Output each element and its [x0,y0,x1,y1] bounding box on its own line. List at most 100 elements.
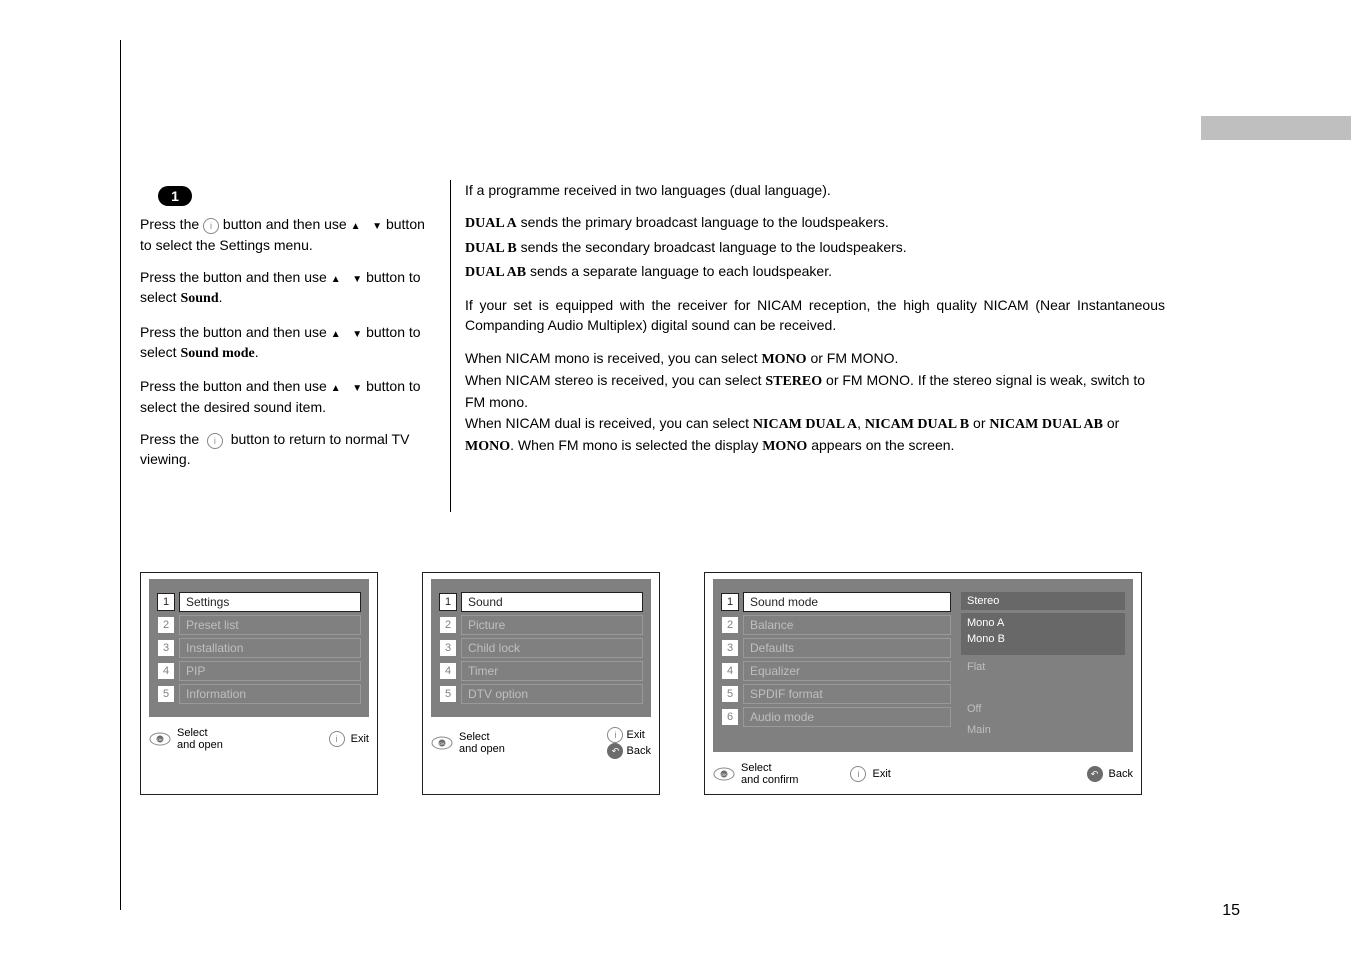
info-icon: i [329,731,345,747]
menu-item[interactable]: 2Picture [439,615,643,635]
desc-dual-ab: DUAL AB sends a separate language to eac… [465,261,1165,283]
menu-item-number: 3 [439,639,457,657]
menu-item-number: 3 [721,639,739,657]
up-icon [351,216,361,232]
menu-item[interactable]: 5SPDIF format [721,684,951,704]
page-number: 15 [1222,902,1240,920]
menu-item[interactable]: 4Equalizer [721,661,951,681]
menu-item-label: Defaults [743,638,951,658]
menu-item-label: Settings [179,592,361,612]
left-rule [120,40,121,910]
hint-back: Back [1109,768,1133,780]
menu-item-label: Preset list [179,615,361,635]
desc-dual-lang: If a programme received in two languages… [465,180,1165,200]
osd-row: 1Settings2Preset list3Installation4PIP5I… [140,572,1200,795]
instruction-2: Press the button and then use button to … [140,267,440,310]
menu-item-number: 5 [439,685,457,703]
menu-item-number: 1 [439,593,457,611]
menu-item-label: Picture [461,615,643,635]
instruction-4: Press the button and then use button to … [140,376,440,417]
hint-select: Select [459,731,490,743]
osd-settings-menu: 1Sound2Picture3Child lock4Timer5DTV opti… [422,572,660,795]
menu-item[interactable]: 2Preset list [157,615,361,635]
menu-value: Off [961,700,1125,718]
hint-select2: and open [459,743,505,755]
desc-nicam-modes: When NICAM mono is received, you can sel… [465,348,1165,457]
menu-item-number: 5 [721,685,739,703]
osd-main-menu: 1Settings2Preset list3Installation4PIP5I… [140,572,378,795]
down-icon [352,269,362,285]
info-icon: i [203,218,219,234]
instruction-5: Press the i button to return to normal T… [140,429,440,470]
svg-text:OK: OK [439,741,445,746]
up-icon [331,269,341,285]
instruction-1: Press the i button and then use button t… [140,214,440,255]
menu-item-label: DTV option [461,684,643,704]
menu-item-number: 4 [721,662,739,680]
menu-item[interactable]: 3Installation [157,638,361,658]
osd-hints: OK Select and open i Exit ↶ Back [431,727,651,759]
menu-item-number: 5 [157,685,175,703]
menu-item-label: Child lock [461,638,643,658]
menu-item-label: Sound [461,592,643,612]
hint-exit: Exit [351,733,369,745]
side-tab [1201,116,1351,140]
menu-item-number: 4 [439,662,457,680]
osd-sound-menu: 1Sound mode2Balance3Defaults4Equalizer5S… [704,572,1142,795]
menu-item[interactable]: 4PIP [157,661,361,681]
up-icon [331,378,341,394]
menu-item[interactable]: 5Information [157,684,361,704]
menu-item-number: 6 [721,708,739,726]
menu-item-label: PIP [179,661,361,681]
menu-item-label: Balance [743,615,951,635]
instruction-3: Press the button and then use button to … [140,322,440,365]
menu-value: Mono AMono B [961,613,1125,655]
description-column: If a programme received in two languages… [465,180,1165,512]
info-icon: i [207,433,223,449]
hint-back: Back [627,745,651,757]
down-icon [352,324,362,340]
info-icon: i [607,727,623,743]
osd-hints: OK Select and confirm i Exit ↶ Back [713,762,1133,786]
menu-item[interactable]: 3Defaults [721,638,951,658]
menu-item-label: Audio mode [743,707,951,727]
desc-dual-a: DUAL A sends the primary broadcast langu… [465,212,1165,234]
step-badge: 1 [158,186,192,206]
up-icon [331,324,341,340]
nav-icon: OK [431,732,453,754]
menu-item[interactable]: 1Sound mode [721,592,951,612]
hint-select2: and confirm [741,774,798,786]
menu-value [961,679,1125,697]
menu-item[interactable]: 5DTV option [439,684,643,704]
svg-text:OK: OK [721,772,727,777]
menu-value: Stereo [961,592,1125,610]
down-icon [372,216,382,232]
back-icon: ↶ [1087,766,1103,782]
menu-item[interactable]: 4Timer [439,661,643,681]
hint-select2: and open [177,739,223,751]
info-icon: i [850,766,866,782]
menu-item-label: Equalizer [743,661,951,681]
menu-item-number: 1 [721,593,739,611]
menu-item[interactable]: 3Child lock [439,638,643,658]
back-icon: ↶ [607,743,623,759]
menu-item-number: 4 [157,662,175,680]
menu-item-label: Installation [179,638,361,658]
desc-dual-b: DUAL B sends the secondary broadcast lan… [465,237,1165,259]
menu-item[interactable]: 1Settings [157,592,361,612]
menu-item-number: 1 [157,593,175,611]
menu-item-label: Information [179,684,361,704]
menu-item-label: Timer [461,661,643,681]
menu-item[interactable]: 2Balance [721,615,951,635]
menu-item[interactable]: 1Sound [439,592,643,612]
menu-item-label: Sound mode [743,592,951,612]
nav-icon: OK [713,763,735,785]
hint-exit: Exit [627,729,645,741]
instructions-column: 1 Press the i button and then use button… [140,180,451,512]
menu-value: Flat [961,658,1125,676]
desc-nicam: If your set is equipped with the receive… [465,295,1165,336]
menu-item-number: 2 [157,616,175,634]
menu-item[interactable]: 6Audio mode [721,707,951,727]
menu-item-number: 3 [157,639,175,657]
hint-select: Select [177,727,208,739]
